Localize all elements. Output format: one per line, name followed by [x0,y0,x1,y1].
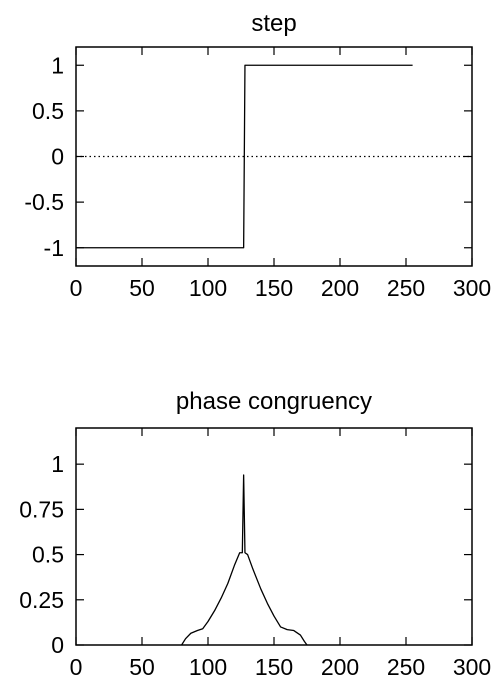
step-chart-title: step [251,10,296,37]
phase-congruency-y-tick-label: 1 [51,451,64,477]
phase-congruency-series-line [181,474,308,646]
step-y-tick-label: 0 [51,144,64,170]
phase-congruency-x-tick-label: 0 [70,654,83,680]
phase-congruency-x-tick-label: 50 [129,654,155,680]
step-x-tick-label: 200 [321,275,359,301]
phase-congruency-chart: phase congruency 0 50 100 150 200 250 300 0 0.25… [19,388,491,680]
phase-congruency-y-tick-label: 0.75 [19,496,64,522]
phase-congruency-x-tick-label: 100 [189,654,227,680]
phase-congruency-y-tick-label: 0.25 [19,587,64,613]
phase-congruency-x-tick-label: 150 [255,654,293,680]
step-x-tick-label: 0 [70,275,83,301]
step-series-line [76,64,413,249]
phase-congruency-plot-frame [75,427,473,646]
step-y-tick-label: 0.5 [32,98,64,124]
phase-congruency-x-tick-label: 250 [387,654,425,680]
phase-congruency-chart-title: phase congruency [176,388,372,415]
step-y-tick-label: -1 [44,235,64,261]
phase-congruency-y-tick-label: 0 [51,632,64,658]
step-y-tick-label: 1 [51,52,64,78]
step-x-tick-label: 300 [453,275,491,301]
step-chart: step 0 50 100 150 200 250 300 -1 -0.5 0 0.5 1 [24,10,491,301]
step-x-tick-label: 150 [255,275,293,301]
step-x-tick-label: 100 [189,275,227,301]
step-x-tick-label: 250 [387,275,425,301]
step-x-tick-label: 50 [129,275,155,301]
phase-congruency-x-tick-label: 300 [453,654,491,680]
step-y-tick-label: -0.5 [24,189,64,215]
phase-congruency-y-tick-label: 0.5 [32,542,64,568]
phase-congruency-x-tick-label: 200 [321,654,359,680]
